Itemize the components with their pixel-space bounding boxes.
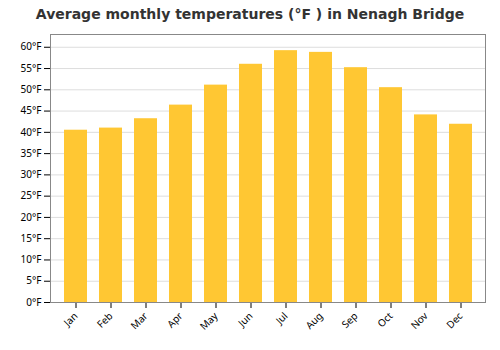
svg-text:Nov: Nov <box>407 308 431 332</box>
svg-text:Oct: Oct <box>374 309 396 331</box>
svg-text:50°F: 50°F <box>21 82 42 96</box>
svg-text:Sep: Sep <box>338 309 360 331</box>
svg-text:45°F: 45°F <box>21 103 42 117</box>
svg-text:Jul: Jul <box>272 309 291 328</box>
svg-text:May: May <box>196 308 221 333</box>
svg-text:Feb: Feb <box>93 309 115 331</box>
svg-text:0°F: 0°F <box>26 295 41 309</box>
svg-text:Apr: Apr <box>164 309 186 331</box>
svg-text:30°F: 30°F <box>21 167 42 181</box>
svg-text:10°F: 10°F <box>21 252 42 266</box>
svg-text:25°F: 25°F <box>21 188 42 202</box>
svg-text:40°F: 40°F <box>21 125 42 139</box>
svg-text:Jun: Jun <box>234 309 255 330</box>
svg-text:Mar: Mar <box>127 309 150 332</box>
svg-text:15°F: 15°F <box>21 231 42 245</box>
svg-text:Aug: Aug <box>302 309 325 332</box>
svg-text:20°F: 20°F <box>21 210 42 224</box>
html-text:Average monthly temperatures (: Average monthly temperatures (°F ) in Ne… <box>35 6 465 22</box>
svg-text:35°F: 35°F <box>21 146 42 160</box>
svg-text:55°F: 55°F <box>21 61 42 75</box>
svg-text:Dec: Dec <box>443 309 466 332</box>
svg-text:60°F: 60°F <box>21 39 42 53</box>
svg-text:5°F: 5°F <box>26 273 41 287</box>
svg-text:Jan: Jan <box>60 309 81 330</box>
